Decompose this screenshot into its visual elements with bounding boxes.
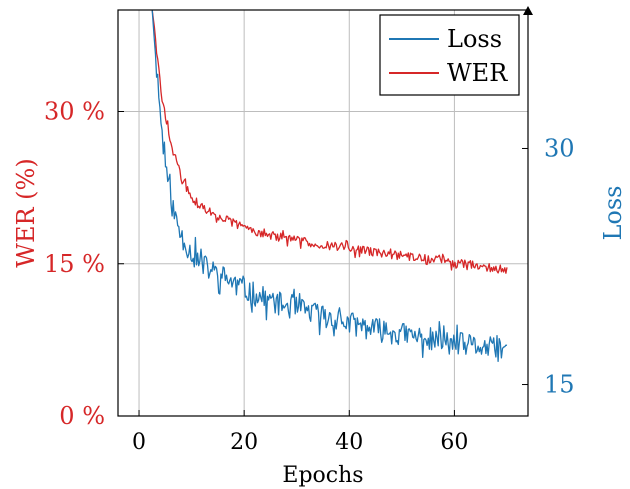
right-axis-label: Loss	[599, 185, 627, 240]
x-tick-label: 60	[440, 430, 468, 455]
right-tick-label: 30	[544, 134, 575, 162]
left-tick-label: 0 %	[59, 402, 105, 430]
legend-label-wer: WER	[447, 59, 508, 87]
ticks: 0 20 40 60 0 % 15 % 30 % 15 30	[44, 98, 575, 456]
series-layer	[151, 10, 508, 363]
right-axis-arrowhead	[523, 6, 533, 15]
x-tick-label: 20	[230, 430, 258, 455]
left-axis-label: WER (%)	[12, 158, 40, 267]
plot-frame	[117, 9, 529, 417]
left-tick-label: 30 %	[44, 98, 105, 126]
x-axis-label: Epochs	[282, 463, 363, 488]
series-line-loss	[151, 10, 508, 363]
right-tick-label: 15	[544, 371, 575, 399]
x-tick-label: 40	[335, 430, 363, 455]
legend-label-loss: Loss	[447, 25, 502, 53]
x-tick-label: 0	[132, 430, 146, 455]
legend-box	[379, 14, 520, 96]
legend: Loss WER	[379, 14, 520, 96]
left-tick-label: 15 %	[44, 250, 105, 278]
series-line-wer	[151, 10, 508, 274]
